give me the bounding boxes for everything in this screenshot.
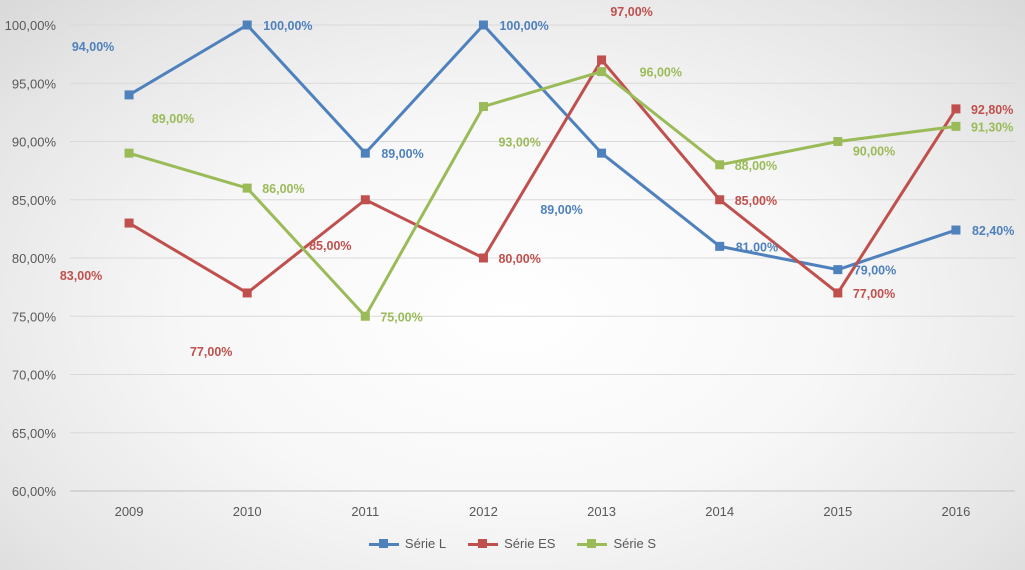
series-line bbox=[128, 23, 957, 272]
legend-item: Série L bbox=[368, 536, 447, 551]
data-label: 85,00% bbox=[309, 239, 351, 253]
data-label: 86,00% bbox=[262, 182, 304, 196]
data-point bbox=[478, 20, 488, 30]
data-point bbox=[715, 195, 725, 205]
data-point bbox=[360, 311, 370, 321]
data-label: 82,40% bbox=[972, 224, 1014, 238]
legend-label: Série ES bbox=[504, 536, 556, 551]
data-label: 89,00% bbox=[152, 112, 194, 126]
data-label: 77,00% bbox=[853, 287, 895, 301]
data-point bbox=[124, 148, 134, 158]
data-point bbox=[242, 20, 252, 30]
y-tick-label: 85,00% bbox=[12, 193, 57, 208]
legend-item: Série ES bbox=[468, 536, 555, 551]
y-tick-label: 100,00% bbox=[5, 18, 57, 33]
data-label: 97,00% bbox=[610, 5, 652, 19]
data-point bbox=[478, 253, 488, 263]
x-tick-label: 2010 bbox=[233, 504, 262, 519]
data-label: 94,00% bbox=[72, 40, 114, 54]
x-tick-label: 2014 bbox=[705, 504, 734, 519]
data-point bbox=[478, 102, 488, 112]
line-chart: 60,00% 65,00% 70,00% 75,00% 80,00% 85,00% 90,0… bbox=[5, 5, 1015, 519]
data-label: 91,30% bbox=[971, 120, 1013, 134]
data-label: 93,00% bbox=[498, 136, 540, 150]
data-label: 89,00% bbox=[381, 147, 423, 161]
legend-swatch bbox=[577, 537, 608, 551]
data-point bbox=[597, 55, 607, 65]
data-point bbox=[833, 137, 843, 146]
series-line bbox=[128, 58, 958, 295]
y-tick-label: 60,00% bbox=[12, 484, 57, 499]
data-point bbox=[951, 104, 961, 114]
data-point bbox=[951, 121, 961, 131]
data-label: 89,00% bbox=[540, 203, 582, 217]
y-tick-label: 80,00% bbox=[12, 251, 57, 266]
y-tick-label: 75,00% bbox=[12, 309, 57, 324]
legend-swatch bbox=[368, 537, 399, 551]
data-label: 90,00% bbox=[853, 145, 895, 159]
data-label: 100,00% bbox=[499, 19, 548, 33]
data-label: 81,00% bbox=[736, 240, 778, 254]
data-label: 88,00% bbox=[735, 159, 777, 173]
data-label: 96,00% bbox=[640, 66, 682, 80]
data-point bbox=[124, 90, 134, 100]
x-tick-label: 2016 bbox=[941, 504, 970, 519]
data-point bbox=[242, 288, 252, 298]
data-point bbox=[242, 183, 252, 193]
data-label: 85,00% bbox=[735, 194, 777, 208]
x-tick-label: 2012 bbox=[469, 504, 498, 519]
legend-item: Série S bbox=[577, 536, 656, 551]
series-line bbox=[128, 70, 957, 318]
data-label: 75,00% bbox=[380, 310, 422, 324]
legend-label: Série L bbox=[404, 536, 447, 551]
data-label: 80,00% bbox=[498, 252, 540, 266]
data-label: 83,00% bbox=[60, 269, 102, 283]
data-point bbox=[833, 288, 843, 298]
y-tick-label: 90,00% bbox=[12, 135, 57, 150]
data-label: 100,00% bbox=[263, 19, 312, 33]
legend-label: Série S bbox=[613, 536, 657, 551]
data-point bbox=[597, 148, 607, 158]
data-point bbox=[360, 148, 370, 158]
data-point bbox=[597, 67, 607, 77]
data-point bbox=[951, 225, 961, 235]
x-tick-label: 2011 bbox=[351, 504, 379, 519]
data-point bbox=[833, 265, 843, 275]
x-tick-label: 2015 bbox=[823, 504, 852, 519]
chart-legend: Série L Série ES Série S bbox=[0, 536, 1025, 551]
data-label: 92,80% bbox=[971, 103, 1013, 117]
data-point bbox=[360, 195, 370, 205]
y-tick-label: 65,00% bbox=[12, 426, 57, 441]
data-point bbox=[715, 241, 725, 251]
legend-swatch bbox=[468, 537, 499, 551]
x-tick-label: 2013 bbox=[587, 504, 616, 519]
y-tick-label: 70,00% bbox=[12, 368, 57, 383]
data-label: 77,00% bbox=[190, 345, 232, 359]
x-tick-label: 2009 bbox=[115, 504, 144, 519]
data-point bbox=[715, 160, 725, 170]
y-tick-label: 95,00% bbox=[12, 76, 57, 91]
data-point bbox=[124, 218, 134, 228]
data-label: 79,00% bbox=[854, 264, 896, 278]
